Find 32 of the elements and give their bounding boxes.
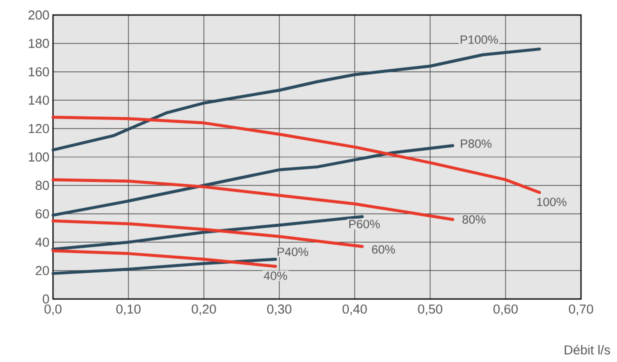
y-tick-label: 200 — [28, 10, 49, 20]
x-tick-label: 0,40 — [342, 304, 367, 316]
x-tick-label: 0,10 — [116, 304, 141, 316]
x-axis-title: Débit l/s — [564, 344, 610, 354]
line-series — [52, 48, 542, 152]
series-label: P80% — [460, 139, 492, 148]
y-tick-label: 60 — [36, 209, 49, 218]
y-tick-label: 0 — [42, 294, 49, 304]
series-label: P100% — [460, 35, 498, 44]
series-label: 100% — [537, 198, 566, 206]
x-tick-label: 0,0 — [44, 304, 62, 316]
y-tick-label: 140 — [28, 96, 49, 105]
series-label: P40% — [278, 248, 308, 256]
series-label: P60% — [349, 220, 380, 228]
series-label: 40% — [264, 272, 288, 280]
y-tick-label: 40 — [35, 238, 49, 247]
x-tick-label: 0,20 — [192, 304, 216, 316]
series-label: 60% — [372, 245, 395, 254]
y-tick-label: 180 — [28, 38, 49, 48]
y-tick-label: 100 — [28, 152, 49, 162]
y-tick-label: 120 — [28, 124, 49, 134]
y-tick-label: 160 — [28, 67, 49, 76]
x-tick-label: 0,60 — [493, 304, 518, 316]
x-tick-label: 0,30 — [267, 304, 292, 316]
line-series — [52, 249, 278, 268]
series-label: 80% — [462, 215, 486, 224]
x-tick-label: 0,50 — [418, 304, 442, 316]
x-tick-label: 0,70 — [568, 304, 594, 316]
y-tick-label: 20 — [36, 266, 49, 276]
line-series — [52, 116, 542, 194]
line-series — [52, 178, 454, 221]
y-tick-label: 80 — [36, 180, 49, 190]
